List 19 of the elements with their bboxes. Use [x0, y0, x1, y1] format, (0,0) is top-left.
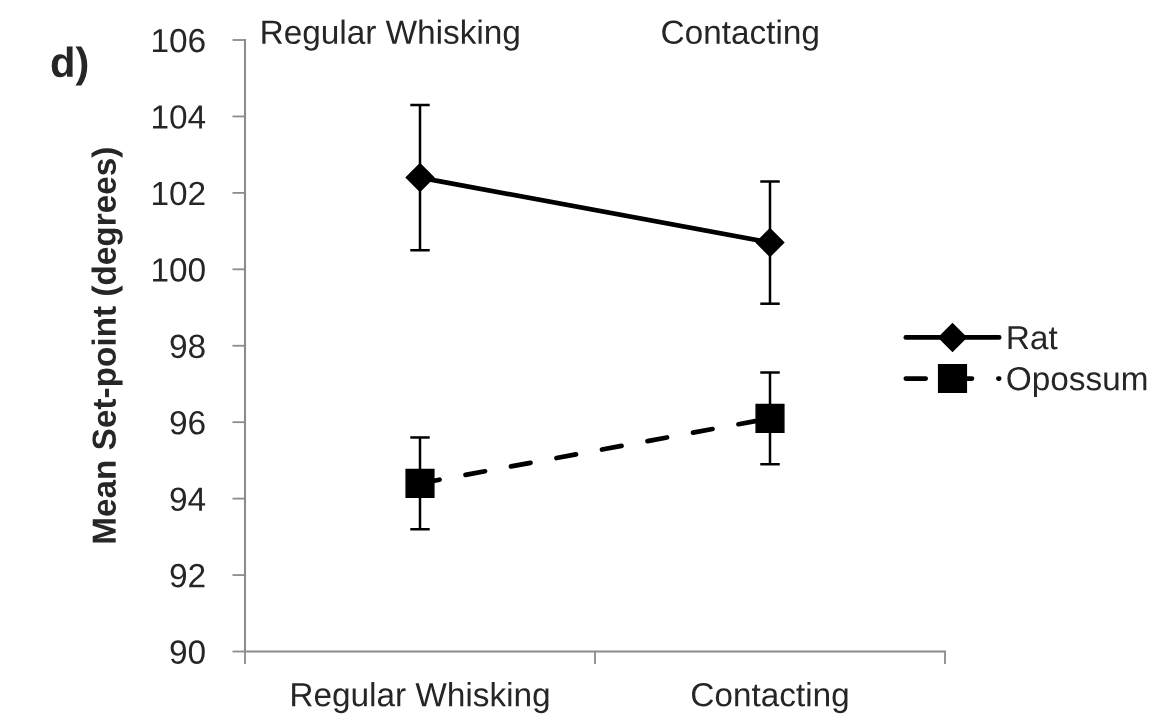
- y-tick-label: 94: [170, 487, 206, 512]
- point: [755, 403, 785, 433]
- chart-title: d): [51, 46, 88, 86]
- text: Regular Whisking: [292, 682, 549, 714]
- y-tick-label: 92: [170, 563, 205, 588]
- text: Contacting: [692, 682, 848, 714]
- y-tick-label: 104: [153, 105, 206, 129]
- point: [755, 228, 785, 258]
- y-tick-label: 100: [153, 258, 205, 282]
- point: [405, 163, 435, 193]
- y-axis-title: Mean Set-point (degrees): [91, 148, 123, 543]
- legend-label: Rat: [1008, 326, 1058, 350]
- point: [405, 468, 435, 498]
- legend-label: Opossum: [1007, 366, 1147, 398]
- y-tick-label: 106: [153, 28, 205, 53]
- y-tick-label: 102: [153, 181, 205, 206]
- y-tick-label: 90: [170, 640, 205, 664]
- y-tick-label: 96: [170, 410, 205, 435]
- y-tick-label: 98: [170, 334, 205, 359]
